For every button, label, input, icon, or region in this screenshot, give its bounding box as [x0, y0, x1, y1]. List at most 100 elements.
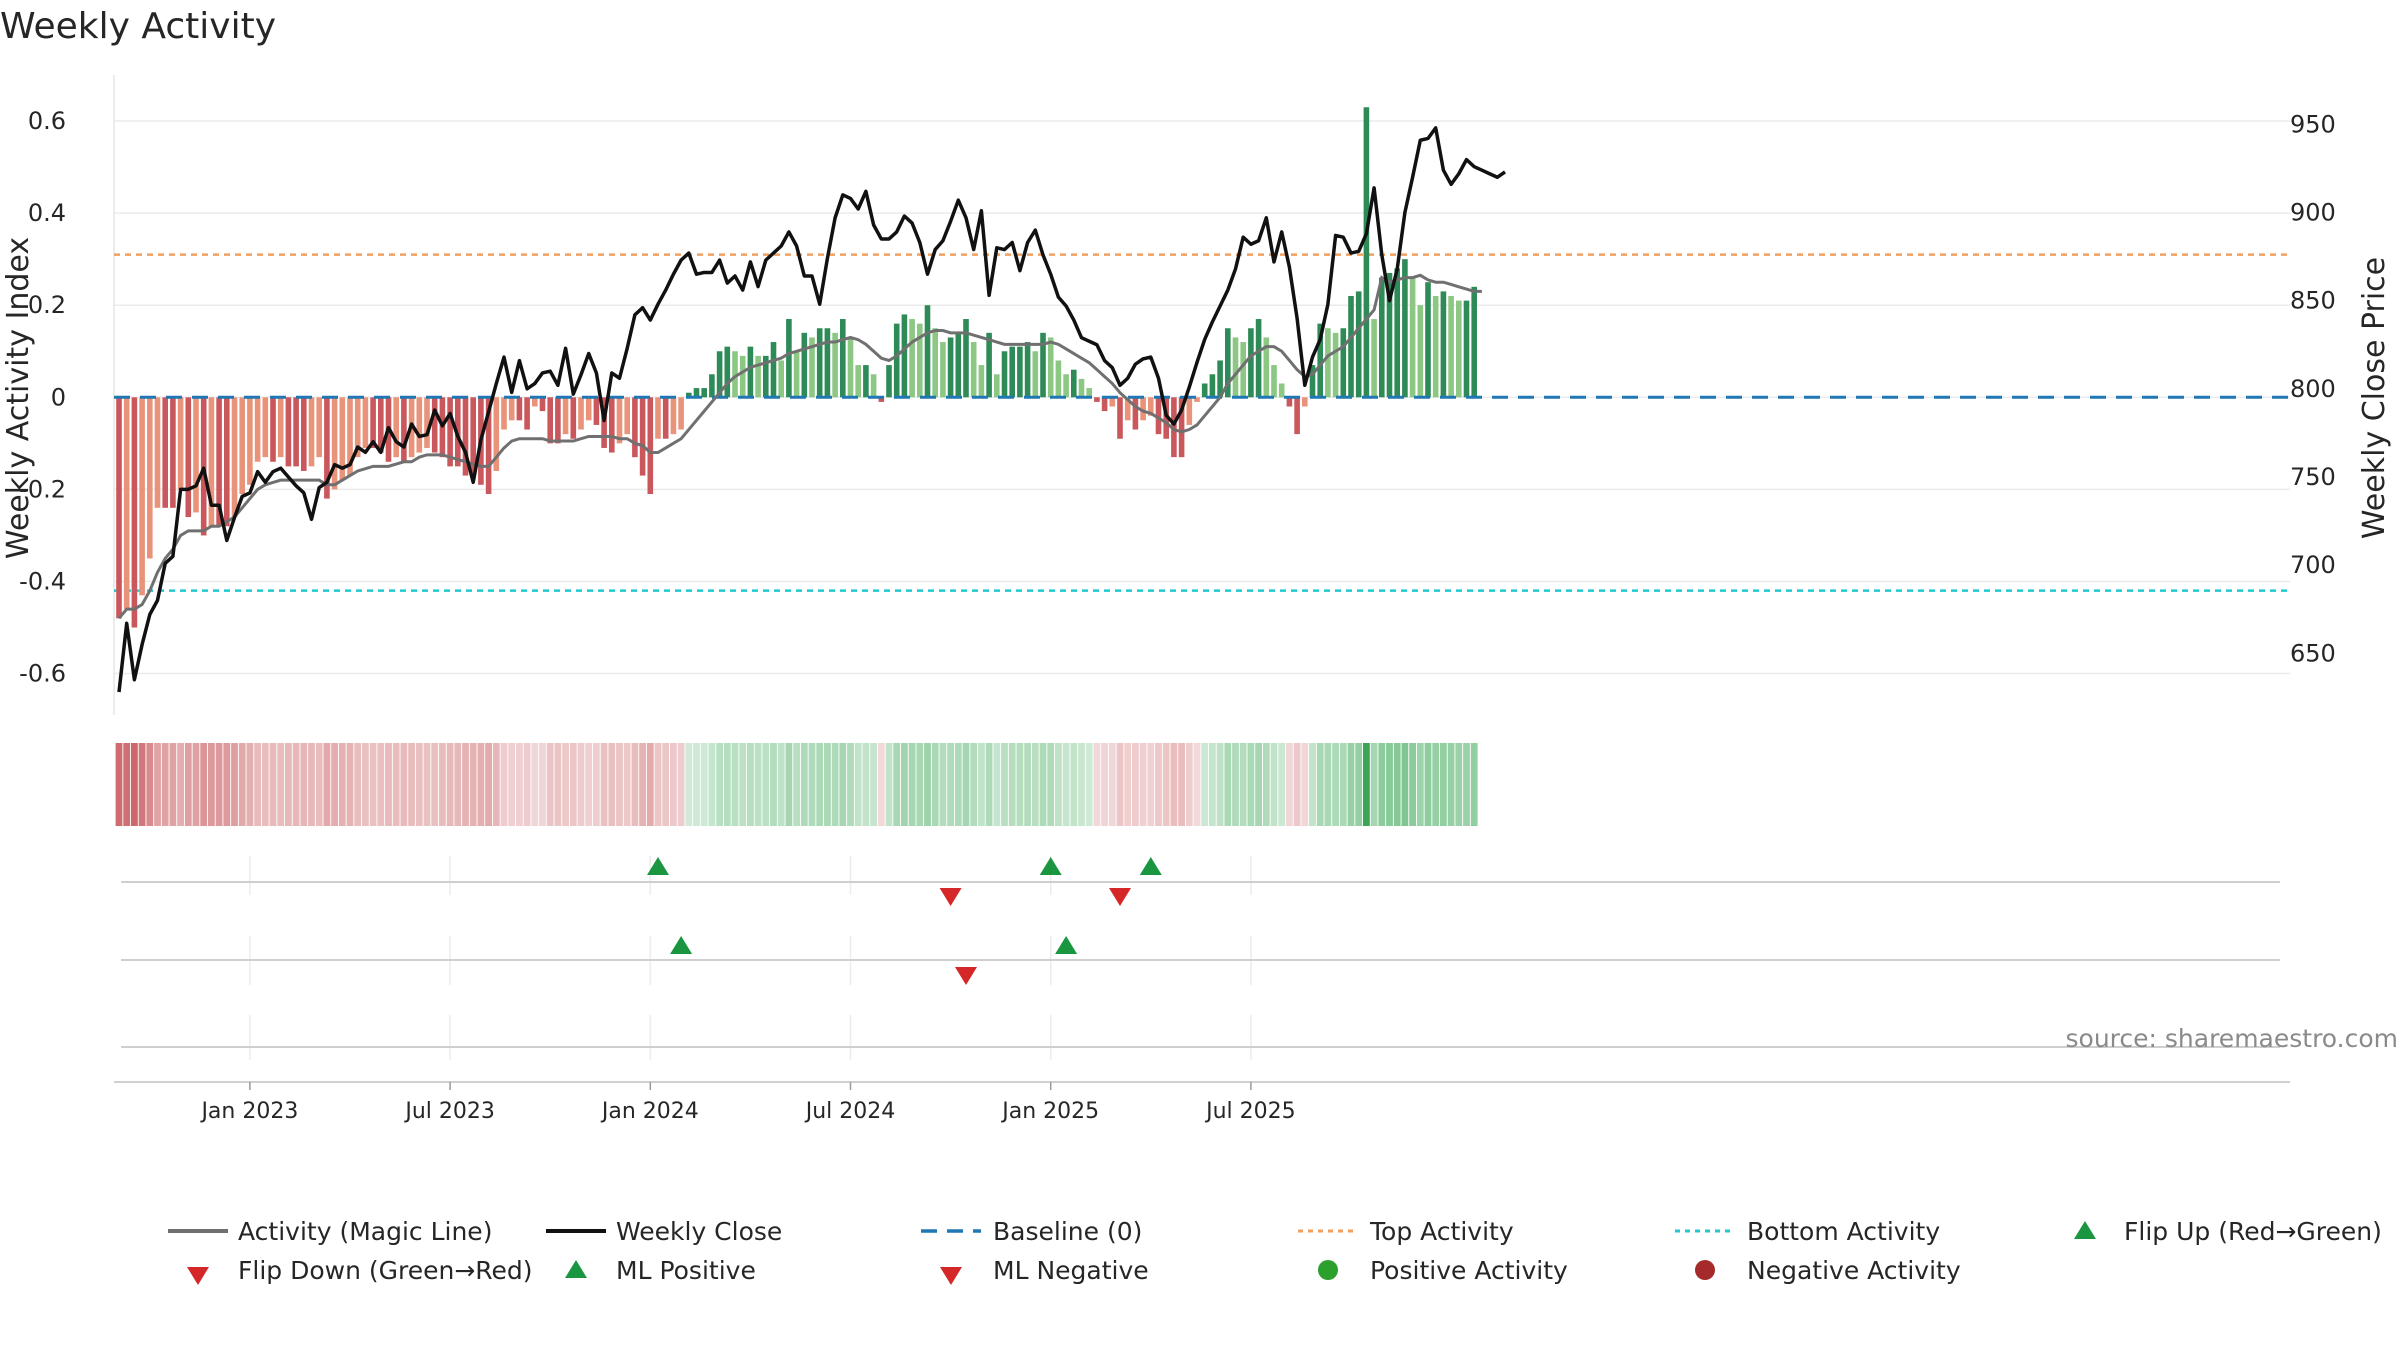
heat-strip-cell	[993, 743, 1001, 826]
heat-strip-cell	[400, 743, 408, 826]
heat-strip-cell	[308, 743, 315, 826]
activity-bar	[177, 397, 184, 490]
heat-strip-cell	[323, 743, 331, 826]
activity-bar	[1055, 360, 1062, 398]
activity-bar	[170, 397, 176, 508]
svg-text:ML Negative: ML Negative	[993, 1256, 1149, 1285]
activity-bar	[947, 337, 954, 398]
activity-heat-strip	[115, 743, 1478, 826]
heat-strip-cell	[901, 743, 908, 826]
activity-bar	[339, 397, 346, 481]
activity-bar	[1340, 328, 1347, 398]
activity-bar	[1109, 397, 1116, 407]
activity-bar	[1348, 296, 1354, 398]
heat-strip-cell	[962, 743, 970, 826]
activity-bar	[639, 397, 646, 476]
heat-strip-cell	[700, 743, 708, 826]
heat-strip-cell	[161, 743, 169, 826]
activity-bar	[878, 397, 885, 402]
activity-bar	[516, 397, 523, 421]
heat-strip-cell	[985, 743, 993, 826]
ml-negative-marker	[955, 967, 977, 985]
activity-bar	[1017, 346, 1023, 398]
activity-bar	[1302, 397, 1308, 407]
heat-strip-cell	[1278, 743, 1286, 826]
activity-bar	[1286, 397, 1293, 407]
activity-bar	[239, 397, 245, 494]
heat-strip-cell	[454, 743, 462, 826]
heat-strip-cell	[392, 743, 400, 826]
heat-strip-cell	[508, 743, 516, 826]
heat-strip-cell	[1047, 743, 1055, 826]
heat-strip-cell	[600, 743, 608, 826]
flip-up-marker	[647, 857, 669, 875]
heat-strip-cell	[354, 743, 362, 826]
activity-bar	[601, 397, 607, 448]
activity-bar	[1124, 397, 1131, 421]
activity-bar	[362, 397, 369, 448]
activity-bar	[1271, 365, 1277, 398]
activity-bar	[670, 397, 677, 435]
heat-strip-cell	[854, 743, 862, 826]
svg-text:Negative Activity: Negative Activity	[1747, 1256, 1961, 1285]
legend-weekly-close: Weekly Close	[546, 1217, 782, 1246]
activity-bar	[686, 392, 692, 398]
heat-strip-cell	[1363, 743, 1370, 826]
heat-strip-cell	[978, 743, 985, 826]
heat-strip-cell	[1355, 743, 1363, 826]
activity-bar	[855, 365, 861, 398]
activity-bar	[570, 397, 577, 439]
legend-baseline: Baseline (0)	[921, 1217, 1142, 1246]
heat-strip-cell	[446, 743, 454, 826]
heat-strip-cell	[492, 743, 500, 826]
activity-bar	[1409, 277, 1416, 398]
heat-strip-cell	[154, 743, 161, 826]
heat-strip-cell	[916, 743, 924, 826]
heat-strip-cell	[462, 743, 469, 826]
heat-strip-cell	[1185, 743, 1193, 826]
legend-ml-negative: ML Negative	[940, 1256, 1149, 1285]
heat-strip-cell	[177, 743, 184, 826]
heat-strip-cell	[146, 743, 154, 826]
heat-strip-cell	[908, 743, 916, 826]
x-tick-label: Jul 2025	[1204, 1099, 1296, 1124]
activity-bar	[701, 388, 707, 398]
heat-strip-cell	[1078, 743, 1085, 826]
activity-bar	[647, 397, 654, 494]
activity-bar	[932, 328, 938, 398]
right-tick-label: 650	[2290, 639, 2336, 667]
activity-bar	[940, 342, 946, 398]
heat-strip-cell	[1116, 743, 1124, 826]
activity-bar	[1155, 397, 1162, 435]
heat-strip-cell	[1155, 743, 1162, 826]
heat-strip-cell	[947, 743, 954, 826]
heat-strip-cell	[1016, 743, 1024, 826]
heat-strip-cell	[469, 743, 477, 826]
ml-positive-marker	[1055, 936, 1078, 954]
right-tick-label: 850	[2290, 287, 2336, 315]
heat-strip-cell	[939, 743, 947, 826]
heat-strip-cell	[1070, 743, 1078, 826]
heat-strip-cell	[408, 743, 415, 826]
heat-strip-cell	[338, 743, 346, 826]
activity-bar	[786, 319, 792, 398]
heat-strip-cell	[677, 743, 685, 826]
heat-strip-cell	[1062, 743, 1070, 826]
heat-strip-cell	[1055, 743, 1062, 826]
activity-bar	[501, 397, 507, 430]
heat-strip-cell	[639, 743, 646, 826]
heat-strip-cell	[300, 743, 308, 826]
right-tick-label: 700	[2290, 551, 2336, 579]
activity-bar	[824, 328, 831, 398]
heat-strip-cell	[1239, 743, 1247, 826]
activity-bar	[324, 397, 330, 499]
left-tick-label: -0.4	[19, 567, 66, 595]
heat-strip-cell	[1170, 743, 1178, 826]
activity-bar	[1225, 328, 1231, 398]
activity-bar	[870, 374, 877, 398]
heat-strip-cell	[954, 743, 962, 826]
heat-strip-cell	[831, 743, 839, 826]
right-tick-label: 750	[2290, 463, 2336, 491]
activity-bar	[778, 360, 784, 398]
activity-bar	[847, 337, 854, 398]
